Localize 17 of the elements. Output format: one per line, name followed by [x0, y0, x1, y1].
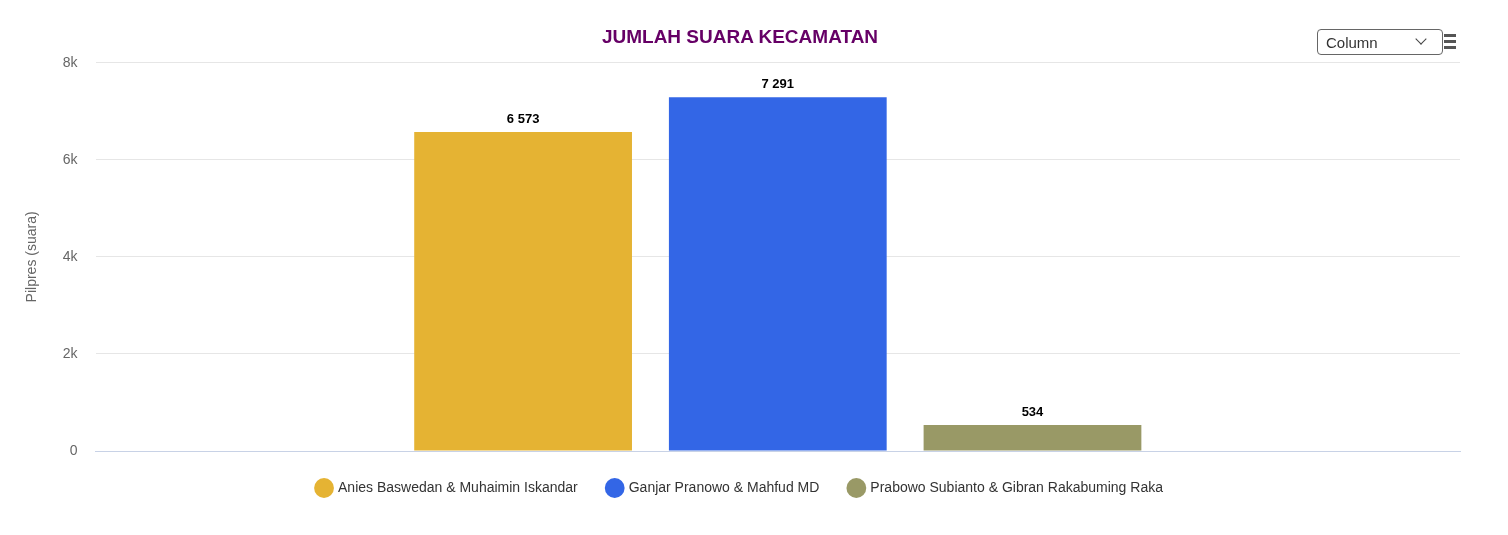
chart-title: JUMLAH SUARA KECAMATAN — [601, 25, 879, 47]
chart-type-select: Column — [1317, 29, 1443, 55]
y-axis-title: Pilpres (suara) — [23, 211, 40, 303]
legend-label: Prabowo Subianto & Gibran Rakabuming Raka — [870, 478, 1164, 495]
y-tick-label: 8k — [62, 53, 79, 70]
bar — [414, 132, 632, 451]
y-tick-label: 2k — [62, 344, 79, 361]
legend-label: Ganjar Pranowo & Mahfud MD — [628, 478, 820, 495]
bar — [668, 97, 887, 451]
legend-label: Anies Baswedan & Muhaimin Iskandar — [338, 478, 579, 495]
y-tick-label: 6k — [62, 150, 79, 167]
data-label: 6 573 — [506, 111, 540, 127]
data-label: 7 291 — [761, 76, 795, 92]
y-tick-label: 0 — [69, 441, 78, 458]
bar — [923, 425, 1142, 451]
y-tick-label: 4k — [62, 247, 79, 264]
data-label: 534 — [1021, 404, 1045, 420]
